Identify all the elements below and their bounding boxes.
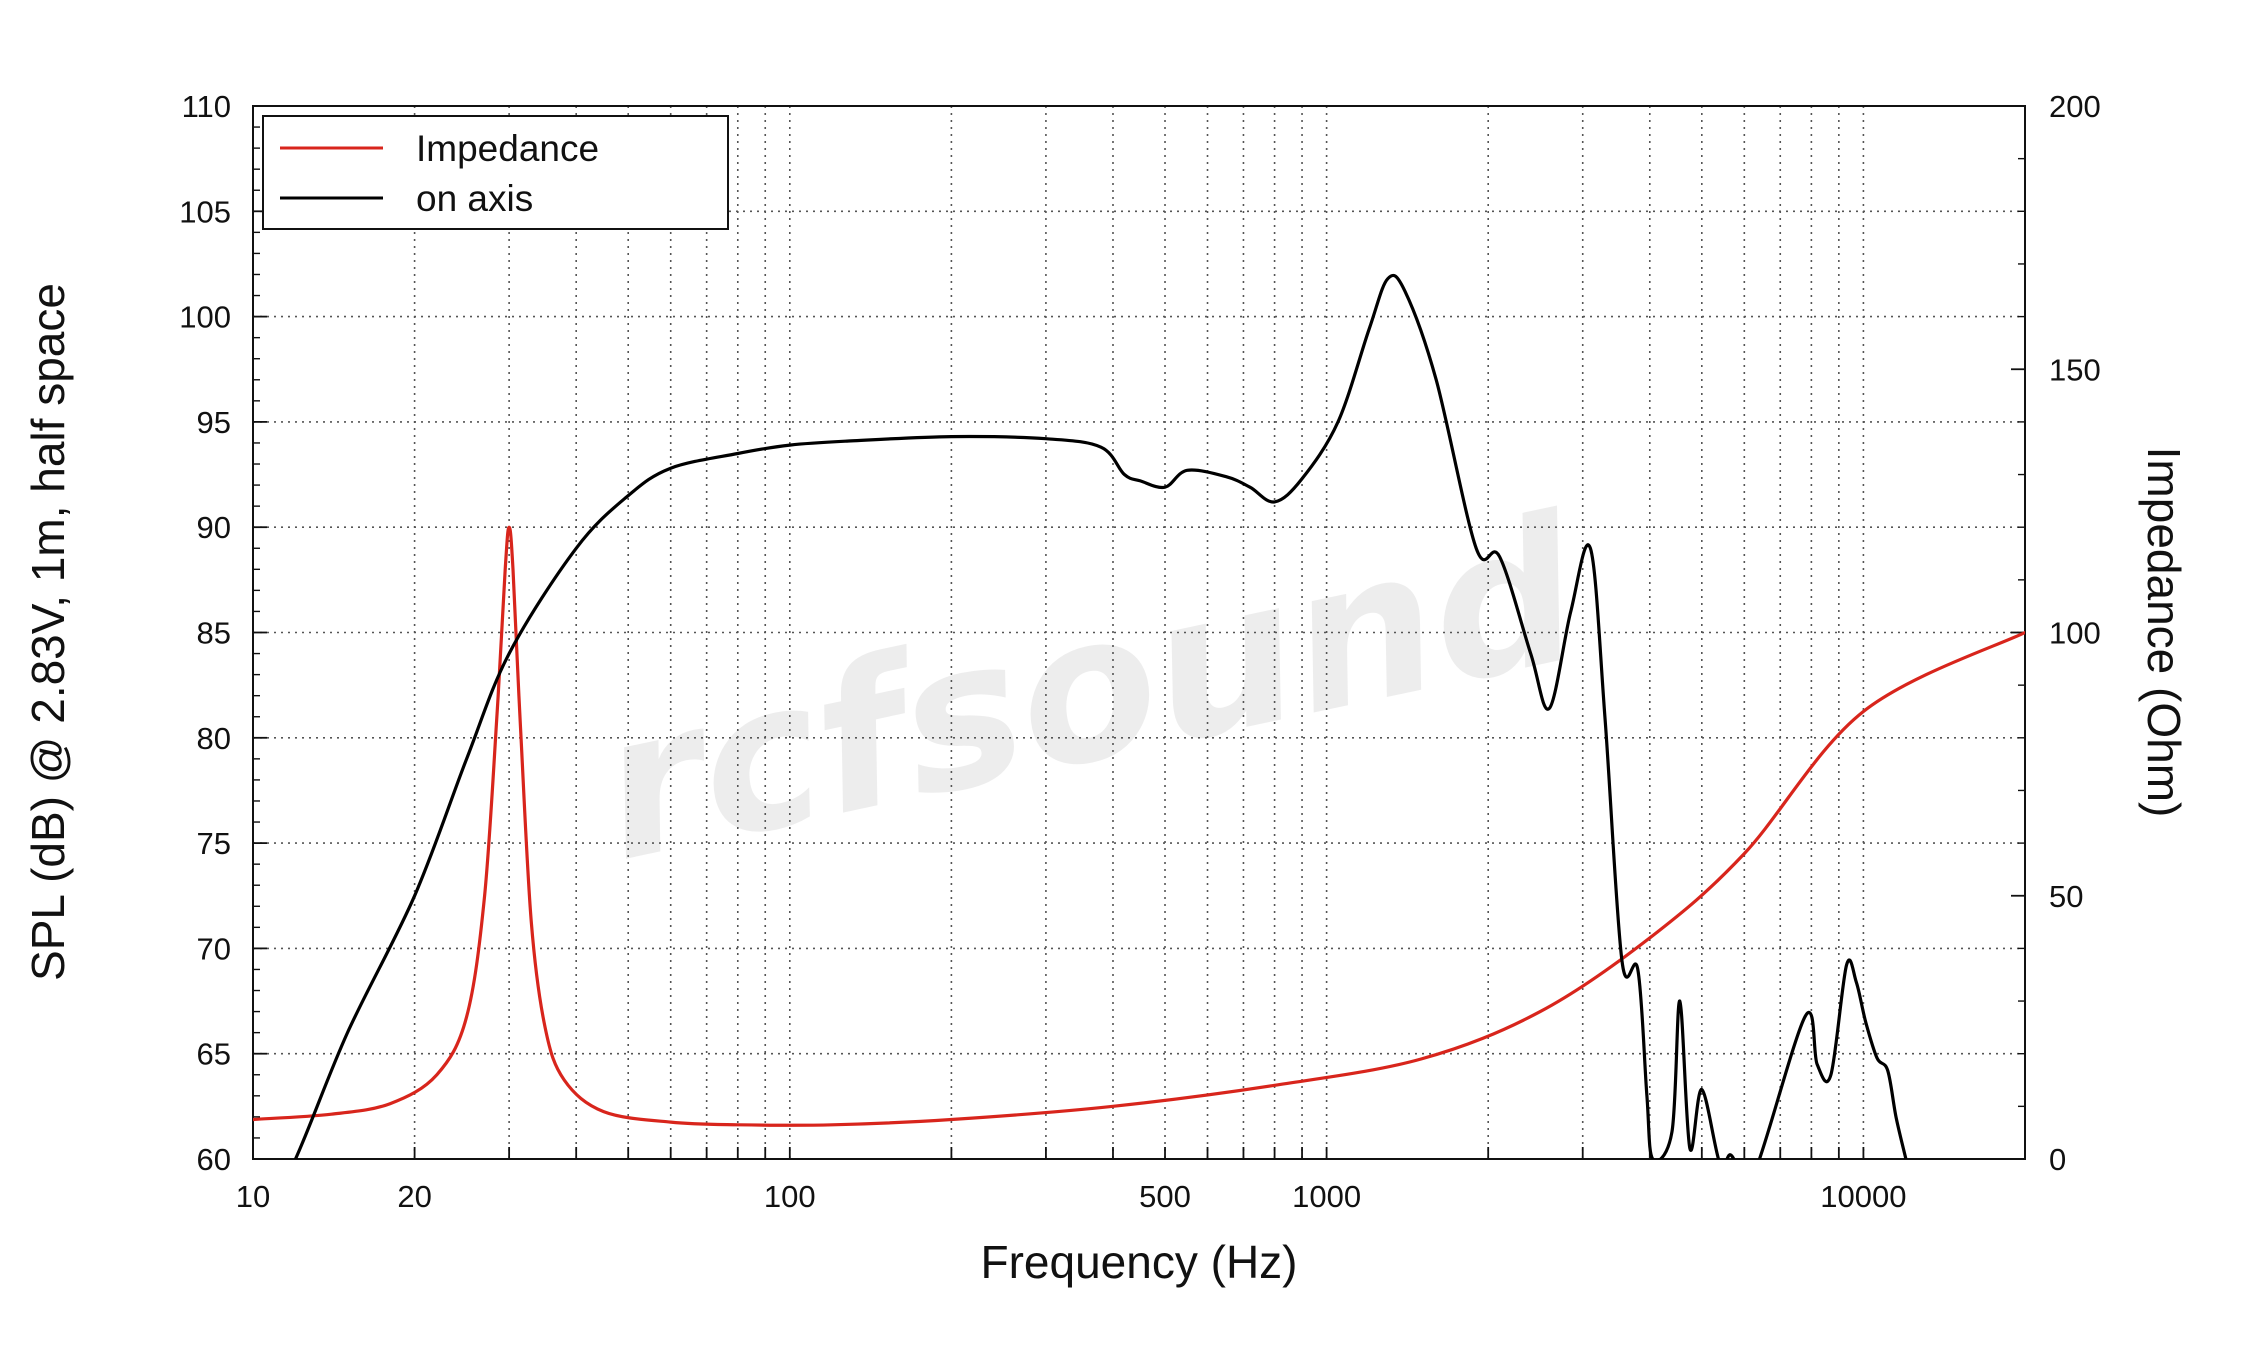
x-tick-label: 1000	[1292, 1179, 1361, 1214]
y-left-tick-label: 90	[197, 510, 231, 545]
x-tick-label: 10	[236, 1179, 270, 1214]
y-right-tick-label: 100	[2049, 616, 2101, 651]
legend-label-impedance: Impedance	[416, 128, 599, 169]
x-tick-label: 10000	[1820, 1179, 1906, 1214]
series-line-impedance	[253, 525, 2025, 1127]
y-left-tick-label: 75	[197, 826, 231, 861]
x-tick-labels: 10 20 100 500 1000 10000	[236, 1179, 1907, 1214]
curves	[253, 273, 2025, 1159]
y-right-tick-label: 200	[2049, 89, 2101, 124]
y-left-tick-label: 80	[197, 721, 231, 756]
y-right-tick-label: 150	[2049, 352, 2101, 387]
y-right-tick-label: 50	[2049, 879, 2083, 914]
watermark-logo: rcfsound	[582, 473, 1599, 907]
y-left-tick-label: 70	[197, 931, 231, 966]
legend-box	[262, 115, 729, 230]
y-right-axis-title: Impedance (Ohm)	[2138, 447, 2190, 818]
legend-label-on-axis: on axis	[416, 178, 533, 219]
y-left-axis-title: SPL (dB) @ 2.83V, 1m, half space	[22, 283, 74, 981]
x-tick-label: 500	[1139, 1179, 1191, 1214]
y-left-tick-labels: 60 65 70 75 80 85 90 95 100 105 110	[179, 89, 231, 1177]
series-line-on-axis	[293, 273, 1908, 1159]
grid	[253, 106, 2025, 1159]
y-left-tick-label: 85	[197, 616, 231, 651]
y-right-tick-labels: 0 50 100 150 200	[2049, 89, 2101, 1177]
legend: Impedance on axis	[262, 115, 729, 230]
y-right-tick-label: 0	[2049, 1142, 2066, 1177]
x-tick-label: 20	[397, 1179, 431, 1214]
y-left-tick-label: 100	[179, 300, 231, 335]
y-left-tick-label: 105	[179, 194, 231, 229]
y-left-tick-label: 110	[182, 89, 231, 124]
x-axis-title: Frequency (Hz)	[981, 1236, 1298, 1288]
y-left-tick-label: 65	[197, 1037, 231, 1072]
x-tick-label: 100	[764, 1179, 816, 1214]
y-left-tick-label: 95	[197, 405, 231, 440]
y-left-tick-label: 60	[197, 1142, 231, 1177]
